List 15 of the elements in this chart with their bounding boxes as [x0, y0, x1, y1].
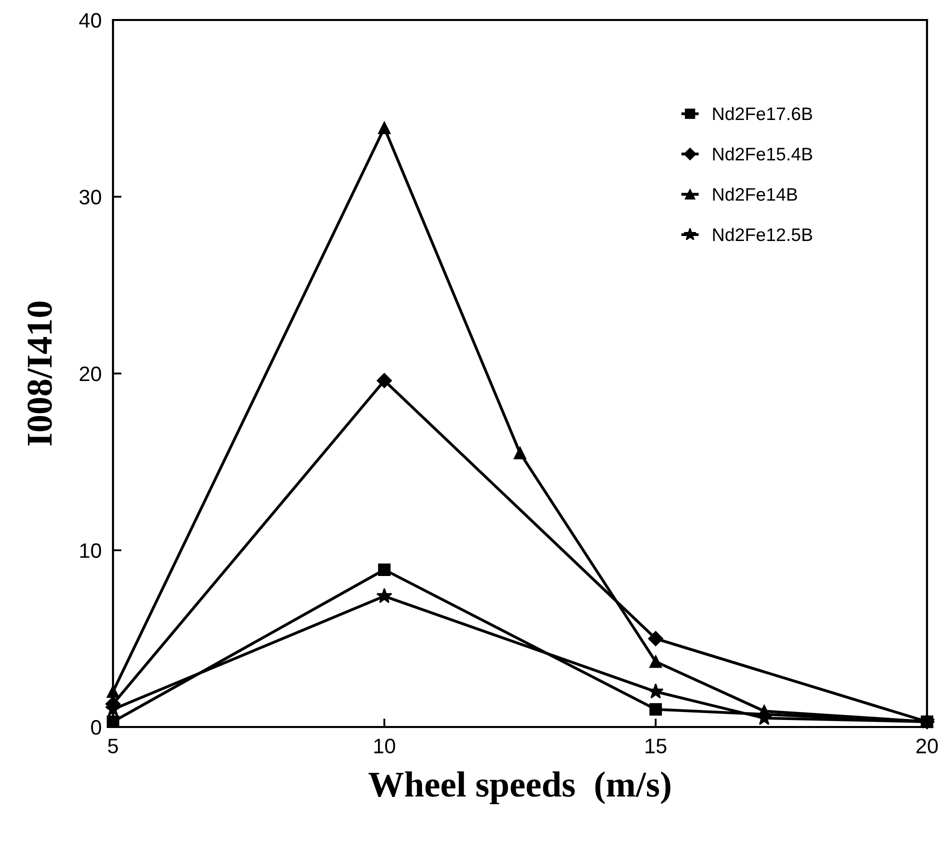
x-axis-title: Wheel speeds (m/s) [368, 771, 670, 804]
y-tick-label: 10 [80, 543, 102, 558]
x-tick-label: 10 [374, 738, 396, 754]
y-axis-title: I008/I410 [28, 302, 52, 446]
legend-label: Nd2Fe14B [713, 188, 798, 201]
x-tick-label: 20 [916, 738, 938, 754]
y-tick-label: 40 [79, 13, 102, 28]
x-tick-label: 5 [108, 738, 118, 754]
legend-label: Nd2Fe15.4B [713, 147, 812, 161]
x-tick-label: 15 [646, 738, 666, 754]
y-tick-label: 30 [80, 190, 102, 205]
legend-label: Nd2Fe12.5B [713, 228, 812, 242]
y-tick-label: 0 [91, 720, 102, 735]
y-tick-label: 20 [80, 366, 102, 382]
legend-label: Nd2Fe17.6B [713, 106, 812, 120]
